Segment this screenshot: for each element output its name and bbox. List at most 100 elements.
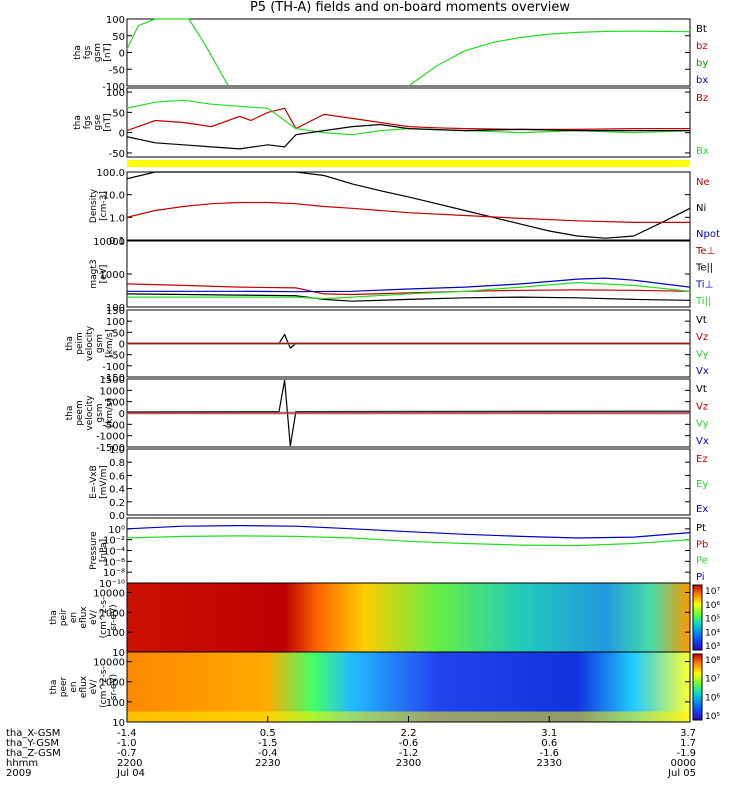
y-axis-label: peim [75, 332, 85, 355]
y-tick-label: 1000 [100, 608, 125, 619]
y-tick-label: 10⁻⁶ [103, 557, 125, 568]
legend-entry: Vx [696, 436, 709, 447]
colorbar-tick-label: 10⁷ [705, 587, 720, 597]
series-line-Ne [126, 201, 690, 223]
colorbar-tick-label: 10³ [705, 642, 720, 652]
legend-entry: Vz [696, 401, 708, 412]
legend-entry: Ni [696, 203, 706, 214]
legend-entry: Vz [696, 332, 708, 343]
y-axis-label: [mV/m] [99, 465, 109, 499]
panel-frame-pressure [126, 517, 691, 584]
y-tick-label: 1000 [100, 678, 125, 689]
panel-frame-fgs_dsl [126, 87, 691, 158]
y-axis-label: sr-eV) [109, 604, 119, 630]
y-tick-label: 10 [112, 718, 125, 729]
x-column-value: -0.6 [399, 738, 419, 749]
legend-entry: Ne [696, 177, 710, 188]
legend-entry: Te|| [695, 263, 713, 274]
y-axis-label: [nT] [103, 43, 113, 61]
y-tick-label: 1000 [100, 386, 125, 397]
legend-entry: by [696, 58, 708, 69]
x-row-label: tha_X-GSM [6, 728, 60, 739]
y-tick-label: 0 [119, 129, 125, 140]
legend-entry: Bt [696, 24, 707, 35]
x-column-value: 0000 [671, 758, 696, 769]
legend-entry: Vy [696, 349, 709, 360]
y-axis-label: eflux [79, 606, 89, 629]
panel-frame-fgs_gsm [126, 18, 691, 87]
y-axis-label: en [69, 612, 79, 623]
y-tick-label: 0.4 [109, 485, 125, 496]
y-tick-label: 0.2 [109, 498, 125, 509]
y-axis-label: sr-eV) [109, 674, 119, 700]
y-tick-label: 10⁻¹⁰ [99, 579, 125, 590]
y-tick-label: 10 [112, 648, 125, 659]
spectrogram-peir_en_eflux [127, 583, 690, 652]
y-axis-label: tha [65, 336, 75, 351]
series-line-Bz [126, 107, 690, 132]
y-axis-label: tha [73, 45, 83, 60]
y-tick-label: 10⁻⁸ [103, 568, 125, 579]
x-column-value: -1.0 [117, 738, 137, 749]
y-axis-label: fgs [83, 45, 93, 59]
y-tick-label: 100 [106, 317, 125, 328]
legend-entry: bz [696, 41, 708, 52]
y-tick-label: 500 [106, 398, 125, 409]
x-column-value: -0.7 [117, 748, 137, 759]
status-bar [127, 160, 690, 167]
y-tick-label: -500 [102, 420, 125, 431]
colorbar-tick-label: 10⁴ [705, 628, 720, 638]
spectrogram-peer_en_eflux [127, 652, 690, 722]
y-axis-label: tha [49, 610, 59, 625]
y-tick-label: 0.1 [109, 236, 125, 247]
y-tick-label: 100 [106, 88, 125, 99]
y-tick-label: -100 [102, 362, 125, 373]
y-tick-label: 0.0 [109, 511, 125, 522]
series-line-by [126, 18, 229, 87]
y-tick-label: -50 [109, 351, 125, 362]
x-column-value: -1.5 [258, 738, 278, 749]
y-tick-label: 10.0 [103, 191, 125, 202]
y-tick-label: 50 [112, 32, 125, 43]
x-column-value: 1.7 [680, 738, 696, 749]
series-line-Bt [126, 123, 690, 150]
y-tick-label: 1.0 [109, 213, 125, 224]
y-axis-label: magt3 [89, 259, 99, 288]
series-line-Ti|| [127, 281, 691, 300]
y-axis-label: Density [89, 188, 99, 223]
x-column-value: 2330 [537, 758, 562, 769]
y-axis-label: gsm [95, 403, 105, 422]
x-column-value: -1.9 [676, 748, 696, 759]
x-column-value: 2230 [255, 758, 280, 769]
y-axis-label: gse [93, 114, 103, 130]
x-column-value: 0.5 [260, 728, 276, 739]
x-column-value: Jul 05 [667, 768, 696, 779]
y-axis-label: peem [75, 400, 85, 426]
y-tick-label: -50 [109, 65, 125, 76]
colorbar-tick-label: 10⁵ [705, 615, 720, 625]
colorbar-tick-label: 10⁶ [705, 601, 720, 611]
y-axis-label: (cm^2-s- [99, 666, 109, 708]
legend-entry: Vx [696, 366, 709, 377]
y-axis-label: gsm [95, 334, 105, 353]
legend-entry: Ez [696, 454, 708, 465]
x-column-value: 2.2 [401, 728, 417, 739]
legend-entry: Pe [696, 556, 708, 567]
legend-entry: Ti|| [695, 296, 711, 307]
colorbar-tick-label: 10⁸ [705, 656, 720, 666]
y-tick-label: 0 [119, 409, 125, 420]
legend-entry: Pi [696, 572, 705, 583]
y-axis-label: E=-VxB [89, 465, 99, 499]
x-row-label: tha_Y-GSM [6, 738, 59, 749]
x-row-label: tha_Z-GSM [6, 748, 61, 759]
y-tick-label: 0 [119, 340, 125, 351]
y-axis-label: gsm [93, 43, 103, 62]
y-axis-label: peer [59, 676, 69, 697]
y-axis-label: [km/s] [105, 399, 115, 428]
y-tick-label: -100 [102, 82, 125, 93]
y-axis-label: peir [59, 608, 69, 626]
y-axis-label: [nPa] [99, 539, 109, 562]
y-axis-label: tha [73, 115, 83, 130]
y-axis-label: Pressure [89, 531, 99, 570]
y-tick-label: 10⁰ [108, 525, 125, 536]
